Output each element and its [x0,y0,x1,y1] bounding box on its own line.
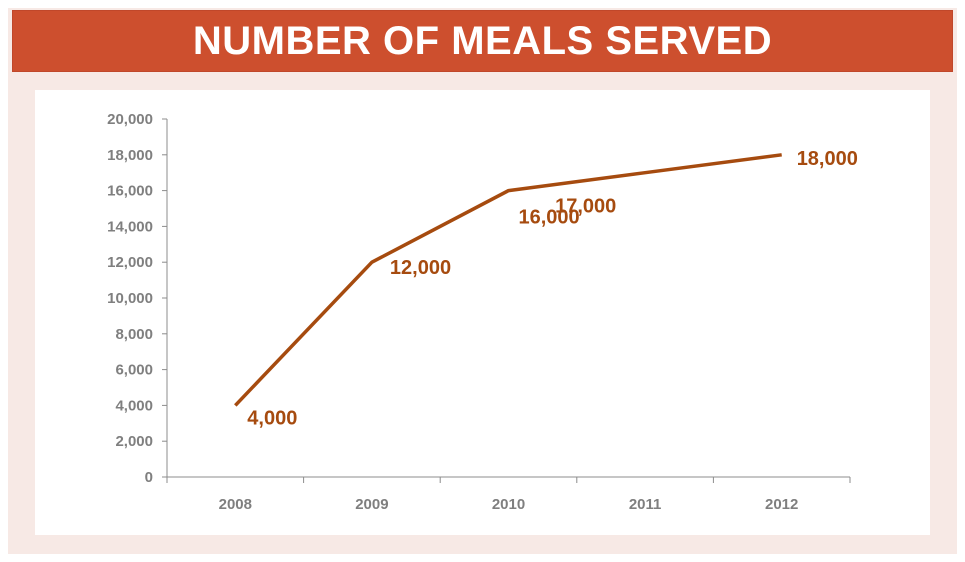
data-label: 17,000 [555,196,616,218]
y-tick-label: 6,000 [115,362,153,379]
x-tick-label: 2009 [355,496,388,513]
y-tick-label: 18,000 [107,147,153,164]
x-tick-label: 2011 [629,496,662,513]
y-tick-label: 14,000 [107,218,153,235]
y-tick-label: 10,000 [107,290,153,307]
x-tick-label: 2012 [765,496,798,513]
series-line [234,153,782,407]
data-label: 12,000 [390,257,451,279]
y-tick-label: 4,000 [115,397,153,414]
x-tick-label: 2010 [492,496,525,513]
y-tick-label: 0 [145,469,153,486]
data-label: 18,000 [797,148,858,170]
y-tick-label: 12,000 [107,254,153,271]
chart-title: NUMBER OF MEALS SERVED [192,18,773,63]
x-tick-label: 2008 [219,496,252,513]
data-label: 4,000 [247,407,297,429]
y-tick-label: 8,000 [115,326,153,343]
y-tick-label: 16,000 [107,183,153,200]
y-tick-label: 2,000 [115,433,153,450]
y-tick-label: 20,000 [107,111,153,128]
plot-panel [35,90,930,535]
data-label: 16,000 [519,207,580,229]
title-banner: NUMBER OF MEALS SERVED [12,10,953,72]
